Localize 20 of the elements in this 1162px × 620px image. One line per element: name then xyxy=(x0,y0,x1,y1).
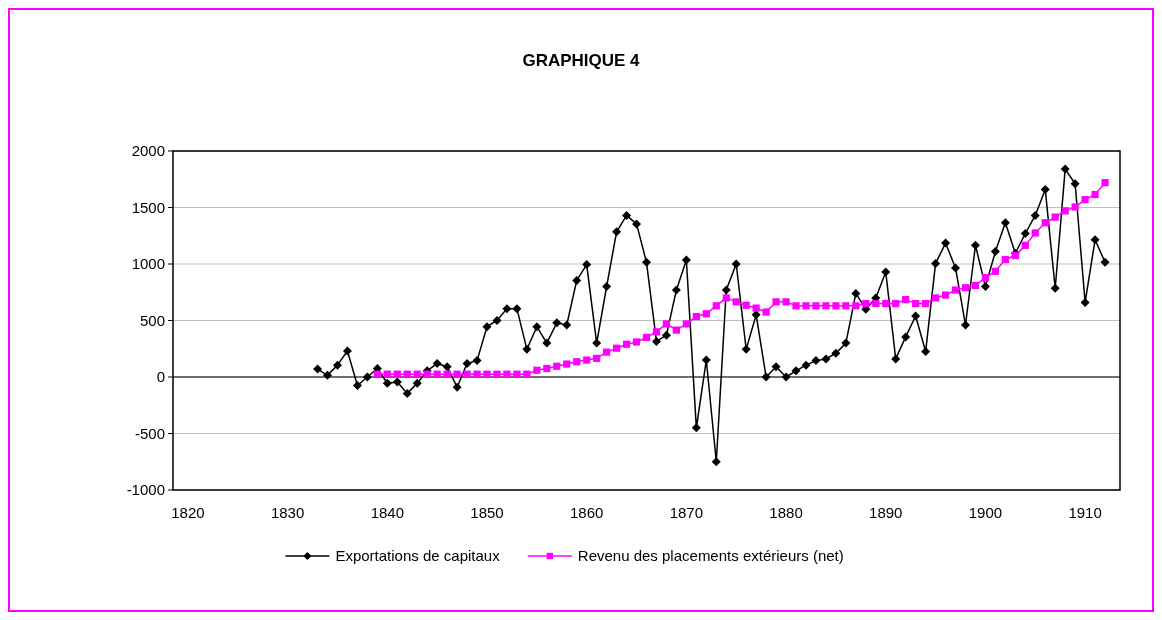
x-tick-label: 1870 xyxy=(669,504,704,521)
x-tick-label: 1850 xyxy=(470,504,504,521)
y-tick-label: 1500 xyxy=(131,198,165,216)
y-tick-label: -500 xyxy=(134,424,165,442)
y-tick-label: 1000 xyxy=(131,255,165,273)
x-tick-label: 1860 xyxy=(570,504,604,521)
x-tick-label: 1820 xyxy=(171,504,205,521)
y-tick-label: 500 xyxy=(139,311,165,329)
y-tick-label: 2000 xyxy=(131,142,165,160)
legend-label: Exportations de capitaux xyxy=(335,547,501,565)
x-tick-label: 1900 xyxy=(968,504,1003,521)
y-tick-label: -1000 xyxy=(126,481,165,499)
chart-title: GRAPHIQUE 4 xyxy=(522,51,641,70)
x-tick-label: 1830 xyxy=(270,504,305,521)
x-tick-label: 1840 xyxy=(370,504,405,521)
y-tick-label: 0 xyxy=(156,368,165,386)
x-tick-label: 1890 xyxy=(869,504,903,521)
x-tick-label: 1880 xyxy=(769,504,803,521)
legend-label: Revenu des placements extérieurs (net) xyxy=(577,547,844,565)
x-tick-label: 1910 xyxy=(1068,504,1102,521)
